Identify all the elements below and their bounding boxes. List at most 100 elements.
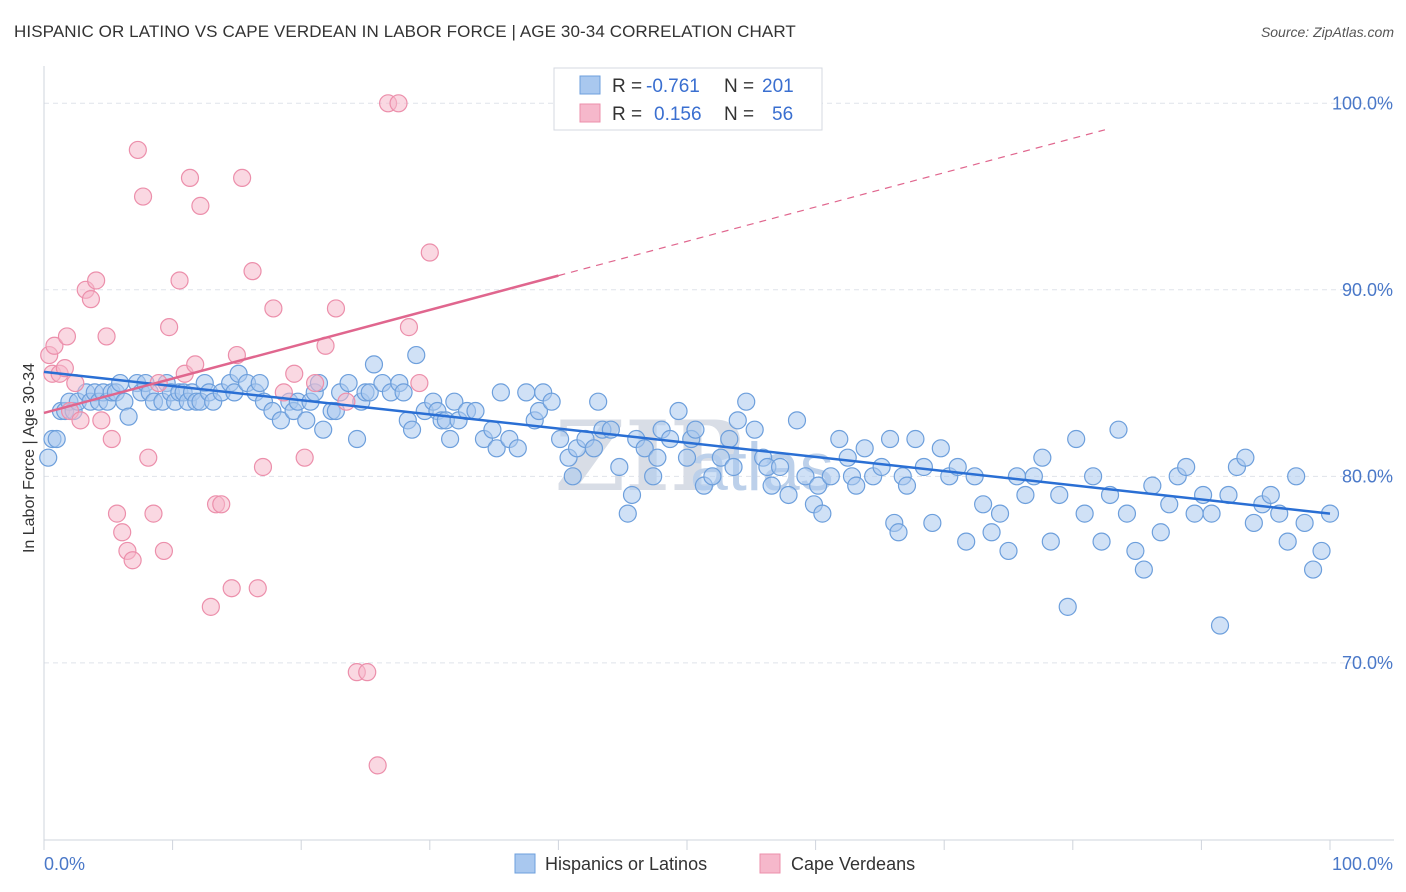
point-hispanics xyxy=(297,411,316,430)
x-tick-labels: 0.0% 100.0% xyxy=(44,854,1393,874)
point-cape-verdeans xyxy=(113,523,132,542)
x-tick-label-min: 0.0% xyxy=(44,854,85,874)
legend-swatch-pink xyxy=(579,103,601,123)
stats-legend: R = -0.761 N = 201 R = 0.156 N = 56 xyxy=(553,67,823,131)
bottom-legend-swatch-pink xyxy=(759,853,781,874)
point-hispanics xyxy=(737,392,756,411)
point-hispanics xyxy=(957,532,976,551)
point-hispanics xyxy=(1050,485,1069,505)
point-hispanics xyxy=(542,392,561,411)
point-hispanics xyxy=(677,448,697,467)
trend-line-cape-verdeans-extension xyxy=(558,129,1106,277)
point-hispanics xyxy=(711,448,730,467)
point-hispanics xyxy=(47,429,66,449)
point-hispanics xyxy=(1202,504,1221,523)
point-hispanics xyxy=(1160,495,1179,514)
point-hispanics xyxy=(589,392,608,411)
point-hispanics xyxy=(517,383,536,402)
point-hispanics xyxy=(770,457,790,477)
point-cape-verdeans xyxy=(92,411,111,430)
point-hispanics xyxy=(550,429,570,449)
point-hispanics xyxy=(872,457,891,477)
point-hispanics xyxy=(1007,467,1027,486)
point-hispanics xyxy=(314,420,333,439)
point-cape-verdeans xyxy=(107,504,127,523)
point-hispanics xyxy=(347,429,367,449)
legend-r-label-2: R = xyxy=(612,104,642,125)
legend-n-label-2: N = xyxy=(724,104,754,125)
legend-r-value-2: 0.156 xyxy=(654,104,702,125)
point-hispanics xyxy=(669,401,688,421)
point-hispanics xyxy=(111,373,130,393)
point-hispanics xyxy=(999,541,1018,561)
point-hispanics xyxy=(974,495,993,514)
y-axis-label: In Labor Force | Age 30-34 xyxy=(21,363,38,553)
point-cape-verdeans xyxy=(243,262,262,281)
point-hispanics xyxy=(1303,560,1323,579)
point-hispanics xyxy=(1126,541,1145,561)
legend-swatch-blue xyxy=(579,75,601,95)
point-hispanics xyxy=(487,439,506,458)
point-hispanics xyxy=(364,355,384,374)
point-cape-verdeans xyxy=(285,364,304,383)
point-hispanics xyxy=(686,420,705,439)
point-cape-verdeans xyxy=(97,327,116,346)
point-cape-verdeans xyxy=(337,392,356,411)
bottom-legend-label-cape-verdeans: Cape Verdeans xyxy=(791,854,915,874)
point-cape-verdeans xyxy=(389,94,408,113)
legend-n-label-1: N = xyxy=(724,76,754,97)
point-hispanics xyxy=(1244,513,1263,533)
point-hispanics xyxy=(990,504,1010,523)
point-hispanics xyxy=(1261,485,1280,505)
x-tick-label-max: 100.0% xyxy=(1332,854,1393,874)
point-hispanics xyxy=(1151,523,1170,542)
point-hispanics xyxy=(360,383,379,402)
point-cape-verdeans xyxy=(180,168,200,188)
point-cape-verdeans xyxy=(410,373,429,393)
point-hispanics xyxy=(897,476,917,495)
point-cape-verdeans xyxy=(133,187,153,206)
point-cape-verdeans xyxy=(368,756,387,775)
point-hispanics xyxy=(441,429,460,449)
point-hispanics xyxy=(1236,448,1255,467)
point-cape-verdeans xyxy=(71,411,90,430)
point-cape-verdeans xyxy=(248,579,267,598)
trend-lines xyxy=(43,129,1331,515)
point-hispanics xyxy=(644,467,663,486)
point-cape-verdeans xyxy=(128,140,147,160)
point-hispanics xyxy=(906,429,925,449)
point-hispanics xyxy=(1295,513,1314,533)
point-cape-verdeans xyxy=(123,551,142,570)
point-hispanics xyxy=(847,476,866,495)
point-hispanics xyxy=(1058,597,1077,616)
point-hispanics xyxy=(529,401,549,421)
point-hispanics xyxy=(821,467,840,486)
point-hispanics xyxy=(635,439,654,458)
point-cape-verdeans xyxy=(399,318,419,337)
point-cape-verdeans xyxy=(87,271,106,290)
series-hispanics-points xyxy=(39,345,1340,635)
point-hispanics xyxy=(483,420,502,439)
point-cape-verdeans xyxy=(139,448,158,467)
point-hispanics xyxy=(394,383,413,402)
point-hispanics xyxy=(720,429,739,449)
point-hispanics xyxy=(402,420,422,439)
point-hispanics xyxy=(407,345,426,365)
point-cape-verdeans xyxy=(160,318,179,337)
point-hispanics xyxy=(1041,532,1060,551)
y-tick-label: 90.0% xyxy=(1342,280,1393,300)
point-hispanics xyxy=(1134,560,1153,579)
point-hispanics xyxy=(618,504,637,523)
point-hispanics xyxy=(1084,467,1103,486)
point-hispanics xyxy=(1185,504,1204,523)
source-credit: Source: ZipAtlas.com xyxy=(1260,24,1394,40)
point-hispanics xyxy=(1016,485,1035,505)
point-hispanics xyxy=(703,467,722,486)
point-hispanics xyxy=(1117,504,1137,523)
point-cape-verdeans xyxy=(326,299,346,318)
bottom-legend-label-hispanics: Hispanics or Latinos xyxy=(545,854,707,874)
point-hispanics xyxy=(250,373,269,393)
point-hispanics xyxy=(880,429,900,449)
point-cape-verdeans xyxy=(57,327,77,346)
point-cape-verdeans xyxy=(264,299,283,318)
